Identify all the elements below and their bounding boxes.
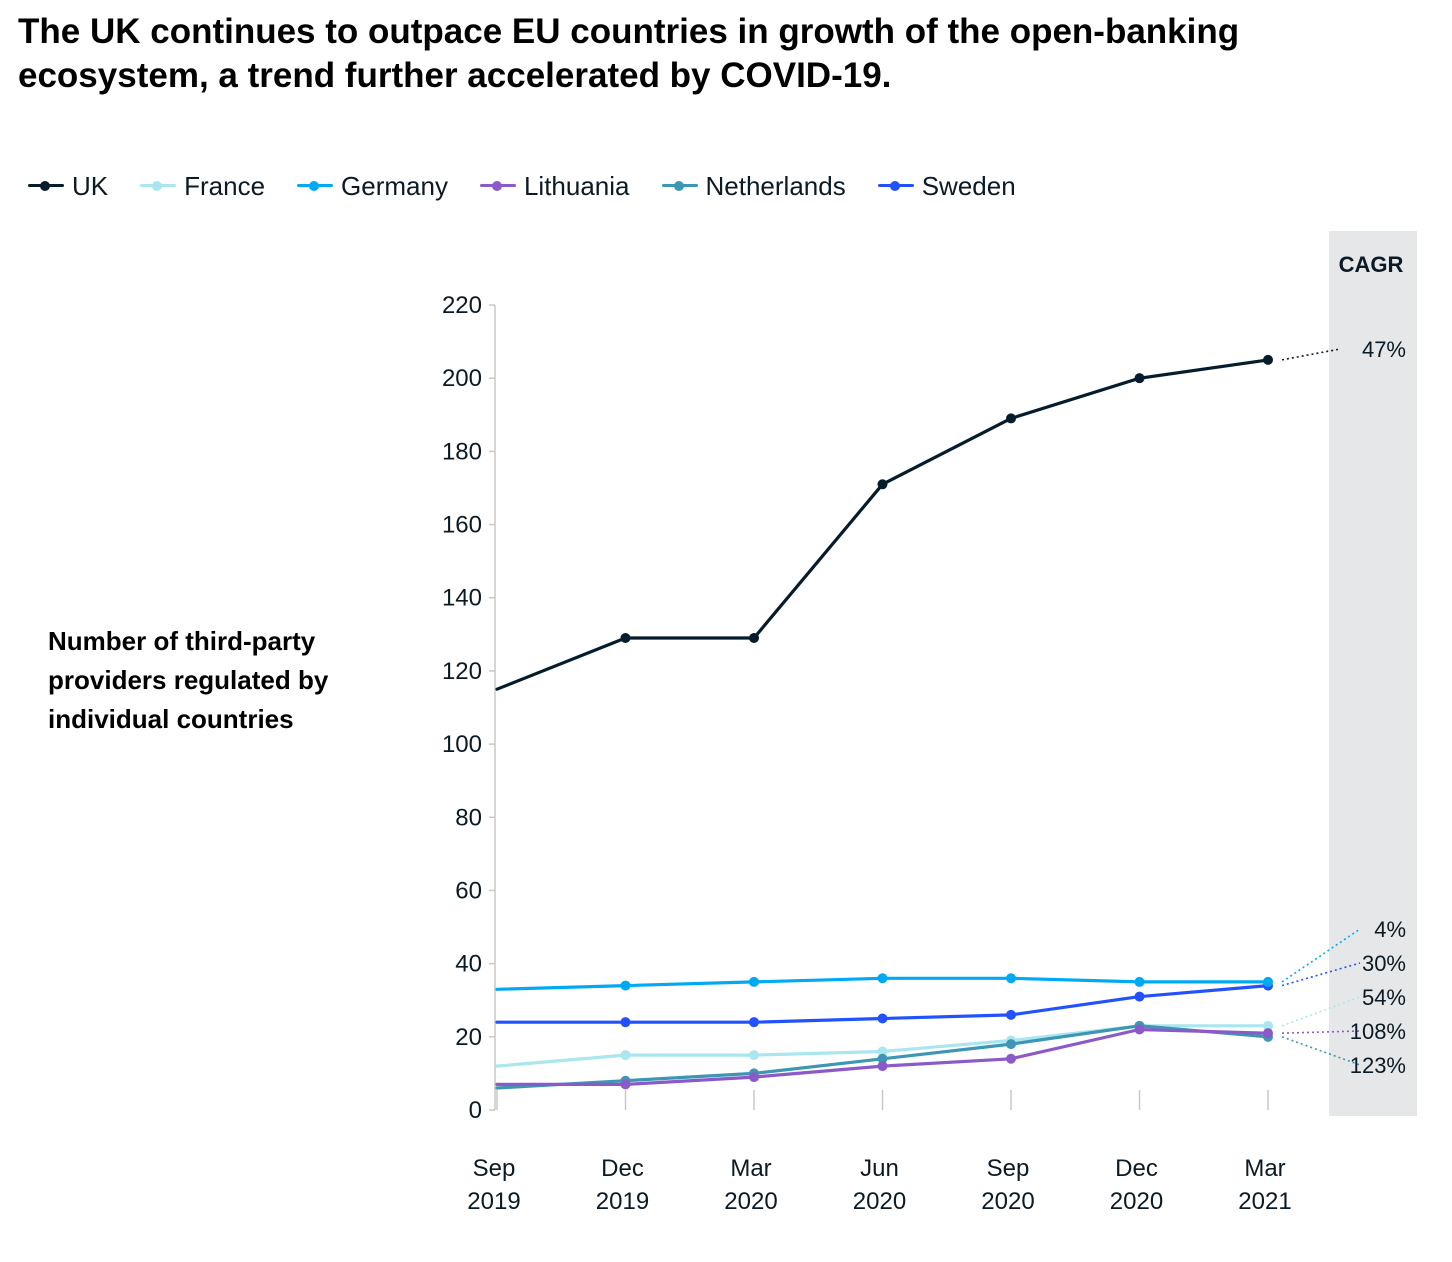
chart-title: The UK continues to outpace EU countries… (18, 12, 1240, 95)
legend: UK France Germany Lithuania Netherlands Swede… (26, 166, 1046, 206)
point-france-dec-2019 (620, 1050, 631, 1061)
point-uk-dec-2019 (620, 632, 631, 643)
cagr-leader-germany (1281, 928, 1361, 983)
point-sweden-jun-2020 (877, 1013, 888, 1024)
point-sweden-sep-2020 (1006, 1009, 1016, 1020)
y-axis-label: Number of third-party providers regulate… (48, 626, 329, 734)
legend-label-germany: Germany (341, 170, 448, 201)
y-tick-label-0: 0 (469, 1097, 482, 1124)
cagr-label-france: 54% (1362, 985, 1406, 1010)
x-tick-label-sep-2019: Sep 2019 (467, 1155, 520, 1215)
cagr-leader-sweden (1281, 962, 1361, 987)
point-sweden-dec-2020 (1134, 991, 1145, 1002)
x-tick-label-mar-2020: Mar 2020 (724, 1155, 777, 1215)
point-lithuania-mar-2021 (1263, 1028, 1273, 1039)
legend-label-sweden: Sweden (921, 170, 1016, 201)
legend-item-lithuania: Lithuania (478, 171, 630, 202)
point-netherlands-jun-2020 (877, 1053, 888, 1064)
cagr-band (1329, 231, 1417, 1116)
legend-swatch-uk (26, 180, 66, 192)
point-france-mar-2020 (749, 1050, 759, 1061)
point-uk-mar-2020 (749, 632, 759, 643)
y-tick-label-120: 120 (442, 658, 482, 685)
point-germany-jun-2020 (877, 973, 888, 984)
point-uk-sep-2020 (1006, 413, 1016, 424)
point-lithuania-sep-2020 (1006, 1053, 1016, 1064)
point-uk-jun-2020 (877, 479, 888, 490)
x-tick-label-dec-2019: Dec 2019 (596, 1155, 649, 1215)
cagr-label-lithuania: 108% (1350, 1019, 1406, 1044)
x-tick-label-mar-2021: Mar 2021 (1238, 1155, 1291, 1215)
point-lithuania-dec-2020 (1134, 1024, 1145, 1035)
y-tick-label-160: 160 (442, 512, 482, 539)
legend-label-netherlands: Netherlands (705, 170, 846, 201)
point-lithuania-mar-2020 (749, 1072, 759, 1083)
legend-item-netherlands: Netherlands (660, 171, 846, 202)
cagr-leader-netherlands (1281, 1036, 1361, 1066)
legend-item-germany: Germany (295, 171, 448, 202)
cagr-header: CAGR (1339, 252, 1404, 277)
point-germany-mar-2021 (1263, 976, 1273, 987)
y-tick-label-100: 100 (442, 731, 482, 758)
cagr-label-netherlands: 123% (1350, 1053, 1406, 1078)
x-tick-label-jun-2020: Jun 2020 (853, 1155, 906, 1215)
legend-swatch-netherlands (660, 180, 700, 192)
point-sweden-mar-2020 (749, 1017, 759, 1028)
cagr-leader-france (1281, 996, 1361, 1027)
point-france-mar-2021 (1263, 1020, 1273, 1031)
y-tick-label-60: 60 (455, 877, 482, 904)
series-line-uk (495, 358, 1270, 691)
y-tick-label-80: 80 (455, 804, 482, 831)
cagr-label-sweden: 30% (1362, 951, 1406, 976)
y-tick-label-20: 20 (455, 1024, 482, 1051)
cagr-label-uk: 47% (1362, 337, 1406, 362)
point-lithuania-jun-2020 (877, 1061, 888, 1072)
cagr-label-germany: 4% (1374, 917, 1406, 942)
point-uk-dec-2020 (1134, 373, 1145, 384)
point-germany-mar-2020 (749, 976, 759, 987)
legend-item-uk: UK (26, 171, 108, 202)
point-germany-dec-2020 (1134, 976, 1145, 987)
point-netherlands-sep-2020 (1006, 1039, 1016, 1050)
point-sweden-dec-2019 (620, 1017, 631, 1028)
legend-item-france: France (138, 171, 265, 202)
point-france-jun-2020 (877, 1046, 888, 1057)
legend-swatch-lithuania (478, 180, 518, 192)
legend-swatch-france (138, 180, 178, 192)
x-tick-label-dec-2020: Dec 2020 (1110, 1155, 1163, 1215)
y-tick-label-140: 140 (442, 585, 482, 612)
point-germany-sep-2020 (1006, 973, 1016, 984)
y-tick-label-220: 220 (442, 292, 482, 319)
cagr-leader-lithuania (1281, 1030, 1361, 1034)
legend-swatch-sweden (876, 180, 916, 192)
y-tick-label-200: 200 (442, 365, 482, 392)
legend-label-uk: UK (72, 170, 109, 201)
x-tick-label-sep-2020: Sep 2020 (981, 1155, 1034, 1215)
legend-swatch-germany (295, 180, 335, 192)
y-tick-label-180: 180 (442, 438, 482, 465)
legend-label-lithuania: Lithuania (523, 170, 630, 201)
point-germany-dec-2019 (620, 980, 631, 991)
point-uk-mar-2021 (1263, 354, 1273, 365)
legend-label-france: France (184, 170, 266, 201)
legend-item-sweden: Sweden (876, 171, 1016, 202)
point-lithuania-dec-2019 (620, 1079, 631, 1090)
y-tick-label-40: 40 (455, 951, 482, 978)
